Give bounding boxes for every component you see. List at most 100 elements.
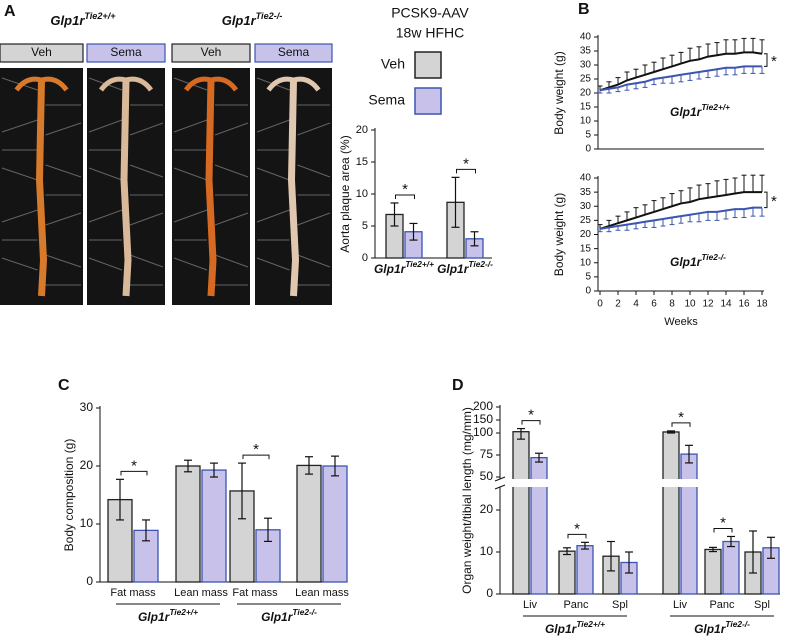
genotype-label: Glp1rTie2+/+ [670,102,730,119]
genotype-sup: Tie2-/- [256,11,283,21]
y-tick-label: 50 [480,469,494,483]
y-tick-label: 35 [580,187,592,198]
x-tick-label: Fat mass [232,587,278,599]
line-series [599,51,763,92]
significance-label: * [528,407,534,424]
x-tick-label: 6 [651,299,657,310]
y-tick-label: 20 [356,124,368,136]
significance-bracket [764,53,768,67]
photo-label-box [86,43,166,63]
photo-spine [88,257,123,271]
y-tick-label: 25 [580,74,592,85]
significance-label: * [771,193,777,210]
axis-break [494,479,780,487]
x-tick-label: 8 [669,299,675,310]
genotype-base: Glp1r [545,622,578,636]
photo-spine [173,119,208,133]
y-tick-label: 10 [580,257,592,268]
panel-label: A [4,3,16,20]
y-tick-label: 15 [356,156,368,168]
aorta [205,79,217,297]
photo-label: Veh [201,45,222,59]
genotype-sup: Tie2+/+ [576,619,605,629]
y-tick-label: 15 [580,102,592,113]
genotype-label: Glp1rTie2+/+ [138,607,198,624]
y-axis-label: Body weight (g) [552,193,566,276]
x-tick-label: Lean mass [295,587,349,599]
photo-spine [173,209,208,223]
genotype-sup: Tie2-/- [725,619,750,629]
y-tick-label: 20 [580,88,592,99]
genotype-label: Glp1rTie2+/+ [50,11,116,28]
photo-spine [214,164,249,178]
y-axis-label: Aorta plaque area (%) [338,135,352,252]
bar [512,431,530,595]
genotype-label: Glp1rTie2+/+ [374,259,434,276]
genotype-sup: Tie2+/+ [84,11,116,21]
bar [201,469,227,583]
y-tick-label: 30 [580,60,592,71]
photo-label: Sema [110,45,142,59]
x-tick-label: 10 [684,299,696,310]
y-tick-label: 30 [580,201,592,212]
photo-spine [129,164,164,178]
y-tick-label: 10 [580,116,592,127]
genotype-base: Glp1r [437,262,470,276]
genotype-base: Glp1r [374,262,407,276]
break-mark [494,484,506,490]
y-tick-label: 0 [486,586,493,600]
photo-spine [45,122,82,136]
photo-spine [214,212,249,226]
panel-label: D [452,377,464,394]
y-tick-label: 20 [580,229,592,240]
x-tick-label: 4 [633,299,639,310]
genotype-sup: Tie2-/- [468,259,493,269]
x-tick-label: 16 [738,299,750,310]
genotype-sup: Tie2+/+ [169,607,198,617]
genotype-label: Glp1rTie2-/- [694,619,750,636]
genotype-base: Glp1r [670,255,703,269]
bar [322,465,348,583]
photo-spine [256,167,290,181]
photo-spine [256,257,290,271]
genotype-base: Glp1r [670,105,703,119]
y-tick-label: 0 [585,144,591,155]
significance-bracket [395,194,415,199]
x-tick-label: 2 [615,299,621,310]
y-tick-label: 0 [585,286,591,297]
x-tick-label: Lean mass [174,587,228,599]
bar [680,453,698,595]
photo-label: Veh [31,45,52,59]
y-tick-label: 150 [473,412,493,426]
photo-spine [129,212,164,226]
line-series [599,65,762,92]
y-tick-label: 35 [580,46,592,57]
genotype-sup: Tie2+/+ [405,259,434,269]
x-tick-label: 14 [720,299,732,310]
x-tick-label: Panc [709,599,735,611]
y-axis-label: Organ weight/tibial length (mg/mm) [460,407,474,594]
x-tick-label: 12 [702,299,714,310]
y-tick-label: 5 [585,272,591,283]
photo-spine [214,254,249,268]
photo-spine [173,167,208,181]
x-tick-label: Liv [523,599,538,611]
significance-label: * [402,181,408,198]
photo-spine [45,164,82,178]
photo-spine [88,119,123,133]
photo-spine [297,212,331,226]
legend-label: Sema [368,92,405,108]
y-tick-label: 0 [86,574,93,588]
bar [296,464,322,583]
y-tick-label: 15 [580,243,592,254]
photo-spine [45,212,82,226]
bar [175,465,201,583]
significance-label: * [678,409,684,426]
photo-spine [214,122,249,136]
y-tick-label: 5 [362,220,368,232]
photo-spine [88,209,123,223]
genotype-label: Glp1rTie2+/+ [545,619,605,636]
significance-bracket [120,470,148,476]
aorta [287,79,300,297]
genotype-label: Glp1rTie2-/- [261,607,317,624]
